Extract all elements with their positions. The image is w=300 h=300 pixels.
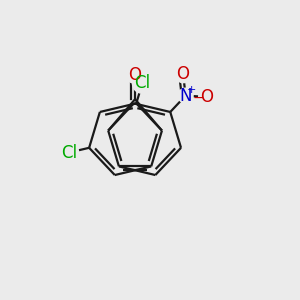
Text: Cl: Cl bbox=[61, 144, 77, 162]
Circle shape bbox=[178, 88, 193, 103]
Circle shape bbox=[175, 66, 191, 83]
Text: O: O bbox=[201, 88, 214, 106]
Circle shape bbox=[132, 74, 152, 93]
Text: O: O bbox=[129, 66, 142, 84]
Text: Cl: Cl bbox=[134, 74, 150, 92]
Text: O: O bbox=[177, 65, 190, 83]
Text: N: N bbox=[179, 87, 192, 105]
Text: +: + bbox=[187, 85, 196, 95]
Circle shape bbox=[199, 88, 215, 105]
Text: −: − bbox=[193, 91, 205, 105]
Circle shape bbox=[127, 67, 143, 83]
Circle shape bbox=[59, 143, 79, 163]
